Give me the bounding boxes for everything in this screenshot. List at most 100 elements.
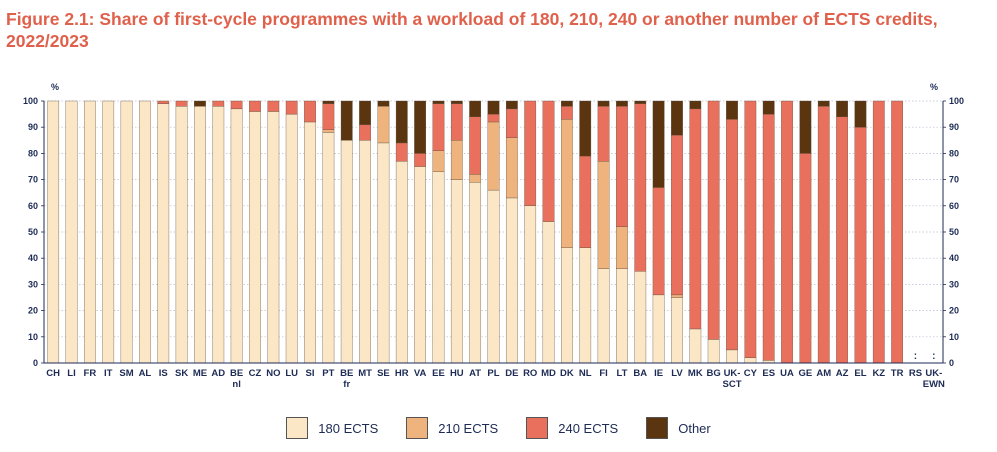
bar-segment — [707, 100, 720, 340]
bar-segment — [561, 100, 573, 107]
x-tick-label: UK- — [724, 368, 741, 379]
bar-segment — [872, 100, 885, 364]
not-available-marker: : — [932, 351, 935, 362]
bar-segment — [854, 127, 867, 364]
bar-segment — [505, 137, 518, 199]
bar-segment — [726, 119, 738, 351]
y-tick-label-right: 90 — [949, 122, 959, 132]
x-tick-label: SCT — [723, 379, 742, 390]
x-tick-label: AD — [211, 368, 225, 379]
x-tick-label: EE — [432, 368, 445, 379]
bar-segment — [175, 106, 188, 364]
bar-segment — [395, 161, 408, 364]
bar-segment — [579, 247, 592, 364]
bar-segment — [120, 100, 133, 364]
y-tick-label-left: 80 — [28, 148, 38, 158]
legend-swatch-240-ects — [526, 417, 549, 439]
x-tick-label: BA — [633, 368, 647, 379]
bar-segment — [542, 100, 555, 222]
bar-segment — [285, 100, 298, 115]
bar-segment — [359, 100, 371, 125]
legend-swatch-210-ects — [406, 417, 429, 439]
bar-segment — [817, 106, 830, 364]
x-tick-label: SK — [175, 368, 188, 379]
x-tick-label: LU — [285, 368, 298, 379]
bar-segment — [47, 100, 60, 364]
bar-segment — [139, 100, 151, 364]
bar-segment — [414, 153, 426, 167]
bar-segment — [487, 121, 500, 191]
bar-segment — [359, 124, 371, 141]
bar-segment — [542, 221, 555, 364]
x-tick-label: DE — [505, 368, 518, 379]
bar-segment — [194, 100, 206, 107]
bar-segment — [799, 153, 812, 364]
x-tick-label: ME — [193, 368, 207, 379]
x-tick-label: IE — [654, 368, 663, 379]
bar-segment — [652, 100, 665, 188]
bar-segment — [652, 187, 665, 296]
bar-segment — [322, 103, 335, 130]
y-tick-label-right: 20 — [949, 306, 959, 316]
bar-segment — [505, 100, 518, 110]
x-tick-label: DK — [560, 368, 574, 379]
bar-segment — [377, 106, 390, 144]
x-tick-label: FI — [599, 368, 607, 379]
x-tick-label: SE — [377, 368, 390, 379]
gridlines — [44, 100, 943, 338]
x-tick-label: FR — [84, 368, 97, 379]
bar-segment — [84, 100, 96, 364]
bar-segment — [322, 129, 335, 133]
bar-segment — [359, 140, 371, 364]
bar-segment — [432, 150, 445, 172]
bar-segment — [781, 100, 793, 364]
bar-segment — [157, 103, 170, 364]
y-tick-label-right: 80 — [949, 148, 959, 158]
legend-label: 180 ECTS — [318, 420, 379, 436]
bar-segment — [285, 113, 298, 364]
bar-segment — [616, 100, 628, 107]
x-tick-label: CZ — [249, 368, 262, 379]
y-tick-label-right: 30 — [949, 279, 959, 289]
bar-segment — [230, 108, 243, 364]
bar-segment — [469, 182, 482, 364]
bar-segment — [340, 100, 353, 141]
legend-label: 240 ECTS — [558, 420, 619, 436]
x-tick-label: KZ — [872, 368, 885, 379]
bar-segment — [561, 106, 573, 120]
bar-segment — [726, 100, 738, 120]
x-tick-label: PT — [322, 368, 334, 379]
y-tick-label-left: 0 — [33, 358, 38, 368]
bar-segment — [395, 142, 408, 162]
x-tick-label: BE — [230, 368, 243, 379]
bar-segment — [212, 106, 225, 364]
bar-segment — [744, 357, 757, 364]
not-available-marker: : — [914, 351, 917, 362]
bar-segment — [487, 100, 500, 115]
bar-segment — [377, 142, 390, 364]
legend: 180 ECTS 210 ECTS 240 ECTS Other — [0, 417, 997, 439]
bar-segment — [194, 106, 206, 364]
bar-segment — [836, 116, 848, 364]
bar-segment — [597, 161, 610, 269]
x-tick-label: nl — [232, 379, 240, 390]
legend-swatch-180-ects — [286, 417, 309, 439]
bar-segment — [634, 100, 647, 104]
figure-title: Figure 2.1: Share of first-cycle program… — [6, 9, 938, 51]
x-tick-label: IT — [104, 368, 113, 379]
bar-segment — [450, 103, 463, 141]
bar-segment — [505, 108, 518, 138]
x-tick-label: AM — [816, 368, 831, 379]
bar-segment — [304, 100, 316, 123]
bar-segment — [616, 226, 628, 269]
bar-segment — [249, 111, 261, 364]
y-tick-label-right: 60 — [949, 201, 959, 211]
y-tick-label-left: 20 — [28, 306, 38, 316]
bar-segment — [432, 171, 445, 364]
bar-segment — [726, 349, 738, 364]
bar-segment — [469, 100, 482, 117]
y-tick-label-right: 0 — [949, 358, 954, 368]
x-tick-label: ES — [762, 368, 775, 379]
bar-segment — [597, 268, 610, 364]
legend-item-240-ects: 240 ECTS — [526, 417, 618, 439]
